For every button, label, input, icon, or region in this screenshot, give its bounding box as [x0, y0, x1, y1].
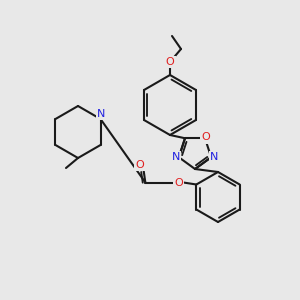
- Text: N: N: [97, 109, 106, 119]
- Text: N: N: [210, 152, 218, 162]
- Text: O: O: [202, 132, 210, 142]
- Text: O: O: [174, 178, 183, 188]
- Text: O: O: [135, 160, 144, 170]
- Text: O: O: [166, 57, 174, 67]
- Text: N: N: [172, 152, 180, 162]
